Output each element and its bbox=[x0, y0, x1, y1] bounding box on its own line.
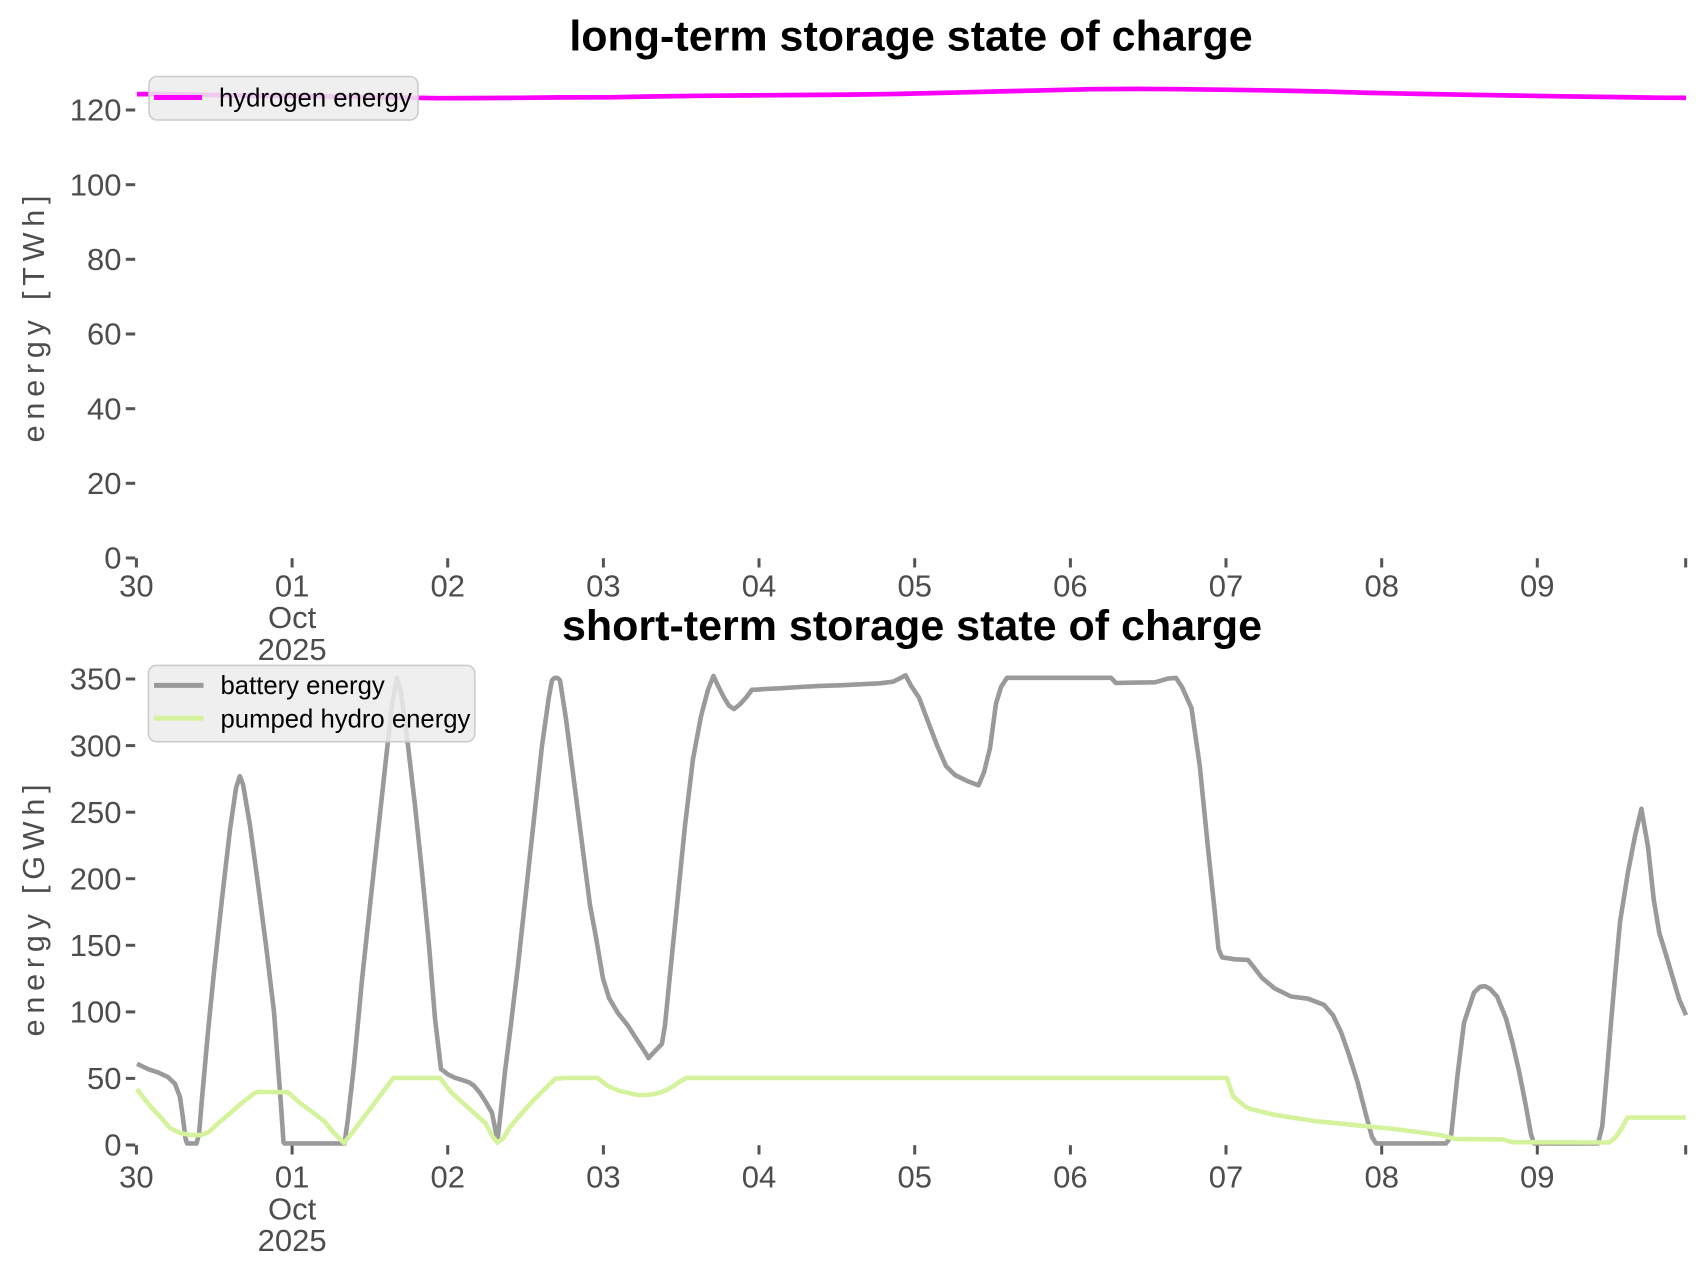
svg-text:05: 05 bbox=[897, 568, 931, 603]
svg-text:02: 02 bbox=[430, 1160, 464, 1195]
svg-text:30: 30 bbox=[119, 1160, 153, 1195]
svg-text:01: 01 bbox=[275, 1160, 309, 1195]
svg-text:250: 250 bbox=[70, 795, 122, 830]
svg-text:07: 07 bbox=[1209, 568, 1243, 603]
svg-text:20: 20 bbox=[87, 466, 121, 501]
svg-text:07: 07 bbox=[1209, 1160, 1243, 1195]
svg-text:60: 60 bbox=[87, 317, 121, 352]
svg-text:150: 150 bbox=[70, 928, 122, 963]
svg-text:energy [GWh]: energy [GWh] bbox=[17, 779, 51, 1037]
svg-text:300: 300 bbox=[70, 728, 122, 763]
svg-text:80: 80 bbox=[87, 242, 121, 277]
svg-text:03: 03 bbox=[586, 568, 620, 603]
svg-text:Oct: Oct bbox=[268, 600, 317, 635]
svg-text:04: 04 bbox=[742, 568, 776, 603]
svg-text:120: 120 bbox=[70, 93, 122, 128]
svg-text:30: 30 bbox=[119, 568, 153, 603]
svg-text:40: 40 bbox=[87, 391, 121, 426]
svg-text:02: 02 bbox=[430, 568, 464, 603]
svg-text:0: 0 bbox=[104, 541, 121, 576]
svg-text:Oct: Oct bbox=[268, 1191, 317, 1226]
svg-text:200: 200 bbox=[70, 861, 122, 896]
svg-text:2025: 2025 bbox=[258, 632, 327, 667]
svg-text:08: 08 bbox=[1364, 568, 1398, 603]
svg-text:2025: 2025 bbox=[258, 1223, 327, 1258]
svg-text:03: 03 bbox=[586, 1160, 620, 1195]
svg-text:hydrogen energy: hydrogen energy bbox=[219, 84, 412, 112]
svg-text:350: 350 bbox=[70, 662, 122, 697]
svg-text:01: 01 bbox=[275, 568, 309, 603]
svg-text:04: 04 bbox=[742, 1160, 776, 1195]
svg-text:06: 06 bbox=[1053, 568, 1087, 603]
svg-text:08: 08 bbox=[1364, 1160, 1398, 1195]
svg-text:pumped hydro energy: pumped hydro energy bbox=[221, 706, 471, 734]
svg-text:50: 50 bbox=[87, 1061, 121, 1096]
svg-text:energy [TWh]: energy [TWh] bbox=[17, 190, 51, 443]
svg-text:battery energy: battery energy bbox=[221, 672, 385, 700]
svg-text:100: 100 bbox=[70, 995, 122, 1030]
svg-text:short-term storage state of ch: short-term storage state of charge bbox=[562, 602, 1262, 650]
svg-text:100: 100 bbox=[70, 167, 122, 202]
svg-text:long-term storage state of cha: long-term storage state of charge bbox=[569, 13, 1252, 61]
svg-text:06: 06 bbox=[1053, 1160, 1087, 1195]
svg-text:09: 09 bbox=[1520, 568, 1554, 603]
svg-text:0: 0 bbox=[104, 1128, 121, 1163]
svg-text:05: 05 bbox=[897, 1160, 931, 1195]
svg-text:09: 09 bbox=[1520, 1160, 1554, 1195]
